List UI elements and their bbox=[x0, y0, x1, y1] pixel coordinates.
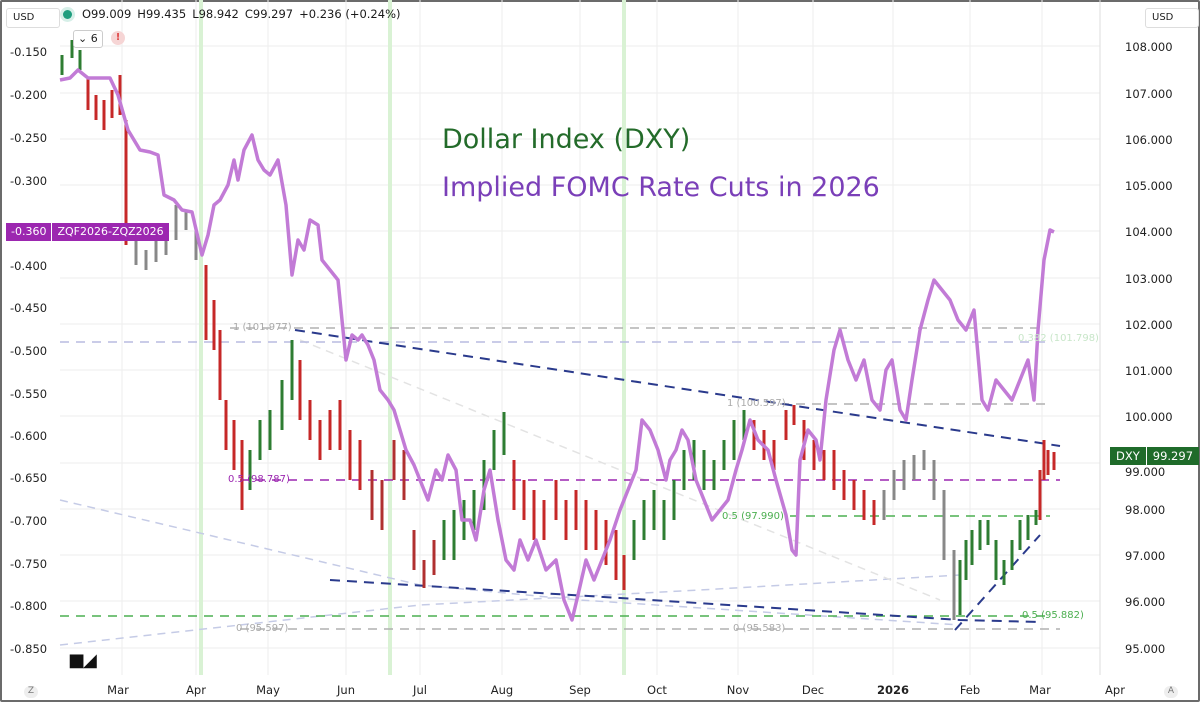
right-axis-tick: 104.000 bbox=[1125, 225, 1173, 239]
fib-label: 1 (100.597) bbox=[727, 398, 786, 409]
left-axis-tick: -0.650 bbox=[10, 471, 48, 485]
open-value: O99.009 bbox=[82, 7, 132, 21]
status-dot-icon bbox=[63, 9, 72, 19]
x-axis-tick: Feb bbox=[959, 683, 981, 697]
right-axis-tick: 103.000 bbox=[1125, 272, 1173, 286]
dxy-symbol: DXY bbox=[1110, 447, 1146, 465]
grid bbox=[60, 0, 1101, 675]
fib-label: 0.5 (95.882) bbox=[1022, 610, 1084, 621]
left-axis-tick: -0.250 bbox=[10, 131, 48, 145]
close-value: C99.297 bbox=[244, 7, 294, 21]
chart-title-fomc: Implied FOMC Rate Cuts in 2026 bbox=[442, 172, 880, 203]
x-axis-tick: Oct bbox=[647, 683, 667, 697]
x-axis-tick: Jul bbox=[413, 683, 427, 697]
currency-selector-left[interactable]: USD bbox=[6, 8, 60, 28]
right-axis-tick: 102.000 bbox=[1125, 318, 1173, 332]
implied-cuts-price-label: -0.360 ZQF2026-ZQZ2026 bbox=[6, 223, 169, 241]
x-axis-tick: Nov bbox=[726, 683, 750, 697]
fib-label: 0.382 (101.798) bbox=[1018, 333, 1099, 344]
right-axis-tick: 105.000 bbox=[1125, 179, 1173, 193]
dxy-value: 99.297 bbox=[1146, 447, 1200, 465]
auto-scale-button[interactable]: A bbox=[1164, 686, 1178, 698]
right-axis-tick: 108.000 bbox=[1125, 40, 1173, 54]
fib-label: 0 (95.597) bbox=[236, 623, 289, 634]
fib-label: 0 (95.583) bbox=[733, 623, 786, 634]
left-axis-tick: -0.800 bbox=[10, 599, 48, 613]
right-axis-tick: 97.000 bbox=[1125, 549, 1166, 563]
left-axis-tick: -0.700 bbox=[10, 514, 48, 528]
left-axis-tick: -0.850 bbox=[10, 642, 48, 656]
right-axis-tick: 100.000 bbox=[1125, 410, 1173, 424]
x-axis-tick: Dec bbox=[801, 683, 825, 697]
change-value: +0.236 (+0.24%) bbox=[299, 7, 401, 21]
event-markers bbox=[199, 0, 626, 675]
left-axis-tick: -0.300 bbox=[10, 174, 48, 188]
dxy-candles bbox=[60, 40, 1056, 620]
fib-lines bbox=[60, 327, 1060, 630]
implied-cuts-value: -0.360 bbox=[6, 223, 52, 241]
currency-selector-right[interactable]: USD bbox=[1145, 8, 1199, 28]
fib-label: 0.5 (97.990) bbox=[722, 511, 784, 522]
x-axis-tick: Aug bbox=[490, 683, 514, 697]
chevron-down-icon: ⌄ bbox=[78, 32, 91, 45]
tradingview-logo-icon[interactable]: ■◢ bbox=[68, 650, 97, 671]
zoom-reset-button[interactable]: Z bbox=[24, 686, 38, 698]
faint-trendlines bbox=[59, 339, 961, 646]
x-axis-tick: Apr bbox=[1105, 683, 1125, 697]
left-axis-tick: -0.400 bbox=[10, 259, 48, 273]
right-axis-tick: 107.000 bbox=[1125, 87, 1173, 101]
navy-trendlines bbox=[294, 329, 1061, 631]
right-axis-tick: 96.000 bbox=[1125, 595, 1166, 609]
left-axis-tick: -0.600 bbox=[10, 429, 48, 443]
x-axis-tick: May bbox=[256, 683, 280, 697]
x-axis-tick: Mar bbox=[107, 683, 129, 697]
left-axis-tick: -0.200 bbox=[10, 88, 48, 102]
fib-label: 0.5 (98.787) bbox=[228, 474, 290, 485]
left-axis-tick: -0.450 bbox=[10, 301, 48, 315]
left-axis-tick: -0.500 bbox=[10, 344, 48, 358]
right-axis-tick: 95.000 bbox=[1125, 642, 1166, 656]
left-axis-tick: -0.150 bbox=[10, 45, 48, 59]
left-axis-tick: -0.750 bbox=[10, 557, 48, 571]
right-axis-tick: 106.000 bbox=[1125, 133, 1173, 147]
warning-icon[interactable]: ! bbox=[111, 31, 125, 45]
x-axis-tick: Mar bbox=[1029, 683, 1051, 697]
right-axis-tick: 99.000 bbox=[1125, 465, 1166, 479]
indicator-collapse-button[interactable]: ⌄ 6 bbox=[73, 30, 103, 48]
implied-cuts-symbol: ZQF2026-ZQZ2026 bbox=[52, 223, 169, 241]
chart-title-dxy: Dollar Index (DXY) bbox=[442, 124, 691, 155]
x-axis-tick: Jun bbox=[337, 683, 355, 697]
low-value: L98.942 bbox=[192, 7, 239, 21]
x-axis-tick-year: 2026 bbox=[876, 683, 910, 697]
dxy-price-label: DXY 99.297 bbox=[1110, 447, 1200, 465]
x-axis-tick: Sep bbox=[569, 683, 591, 697]
fib-label: 1 (101.977) bbox=[233, 322, 292, 333]
right-axis-tick: 101.000 bbox=[1125, 364, 1173, 378]
high-value: H99.435 bbox=[137, 7, 187, 21]
right-axis-tick: 98.000 bbox=[1125, 503, 1166, 517]
ohlc-legend: O99.009 H99.435 L98.942 C99.297 +0.236 (… bbox=[63, 7, 400, 21]
left-axis-tick: -0.550 bbox=[10, 387, 48, 401]
x-axis-tick: Apr bbox=[186, 683, 206, 697]
implied-cuts-line bbox=[59, 68, 1055, 622]
